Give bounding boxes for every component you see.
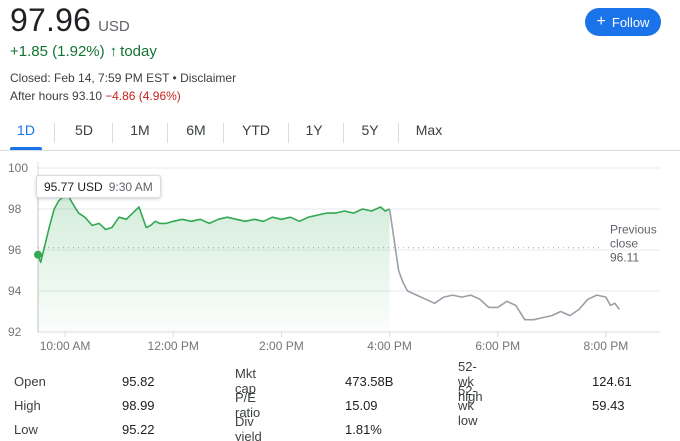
range-tabs: 1D 5D 1M 6M YTD 1Y 5Y Max	[0, 116, 680, 150]
previous-close-label: Previous	[610, 223, 657, 237]
stat-label: 52-wk high	[458, 358, 483, 404]
stat-div-yield: Div yield 1.81%	[235, 414, 382, 441]
regular-session-line	[37, 193, 390, 264]
y-tick-label: 100	[8, 161, 28, 175]
price-chart[interactable]: 100 98 96 94 92 10:00 AM 12:00 PM 2:00 PM 4:00 P…	[0, 152, 680, 357]
tab-6m[interactable]: 6M	[186, 122, 206, 138]
stat-mkt-cap: Mkt cap 473.58B	[235, 366, 393, 396]
tab-max[interactable]: Max	[415, 122, 443, 138]
arrow-up-icon: ↑	[109, 43, 118, 60]
currency-code: USD	[98, 18, 130, 35]
stat-label: High	[14, 397, 41, 413]
tab-separator	[54, 123, 55, 143]
price-header: 97.96 USD	[10, 2, 130, 42]
stat-p-e-ratio: P/E ratio 15.09	[235, 390, 378, 420]
tab-separator	[167, 123, 168, 143]
tab-separator	[398, 123, 399, 143]
x-tick-label: 10:00 AM	[40, 339, 91, 353]
plus-icon: +	[596, 13, 606, 30]
stat-label: 52-wk low	[458, 382, 478, 428]
regular-session-area	[38, 194, 390, 332]
after-hours-line	[388, 208, 621, 321]
current-price: 97.96	[10, 2, 92, 38]
after-hours-label: After hours 93.10	[10, 89, 103, 103]
stat-label: P/E ratio	[235, 390, 261, 420]
stat-value: 1.81%	[345, 421, 382, 437]
tab-separator	[223, 123, 224, 143]
stat-value: 98.99	[122, 397, 155, 413]
stat-value: 124.61	[592, 373, 632, 389]
y-tick-label: 92	[8, 325, 22, 339]
tab-1m[interactable]: 1M	[130, 122, 150, 138]
y-tick-label: 94	[8, 284, 22, 298]
tab-separator	[343, 123, 344, 143]
tooltip-time: 9:30 AM	[108, 179, 153, 194]
stat-label: Open	[14, 373, 46, 389]
previous-close-label: 96.11	[610, 251, 639, 265]
previous-close-label: close	[610, 237, 638, 251]
change-period: today	[120, 43, 157, 60]
tab-separator	[288, 123, 289, 143]
stat-value: 95.82	[122, 373, 155, 389]
chart-tooltip: 95.77 USD 9:30 AM	[36, 175, 161, 198]
tabs-divider	[0, 150, 680, 151]
after-hours-row: After hours 93.10 −4.86 (4.96%)	[10, 89, 181, 103]
active-tab-indicator	[10, 147, 42, 150]
stat-52-wk-high: 52-wk high 124.61	[458, 359, 632, 404]
y-tick-label: 98	[8, 202, 22, 216]
stat-label: Div yield	[235, 414, 262, 441]
closed-status: Closed: Feb 14, 7:59 PM EST • Disclaimer	[10, 71, 237, 85]
price-change: +1.85 (1.92%)	[10, 43, 105, 60]
x-tick-label: 6:00 PM	[475, 339, 520, 353]
stat-label: Mkt cap	[235, 366, 256, 396]
after-hours-change: −4.86 (4.96%)	[105, 89, 181, 103]
x-tick-label: 8:00 PM	[584, 339, 629, 353]
stat-value: 15.09	[345, 397, 378, 413]
tab-separator	[112, 123, 113, 143]
stat-value: 59.43	[592, 397, 625, 413]
x-tick-label: 12:00 PM	[148, 339, 199, 353]
y-tick-label: 96	[8, 243, 22, 257]
tab-5d[interactable]: 5D	[75, 122, 93, 138]
tab-1d[interactable]: 1D	[17, 122, 35, 138]
follow-button[interactable]: + Follow	[585, 8, 661, 36]
x-tick-label: 4:00 PM	[367, 339, 412, 353]
stat-value: 473.58B	[345, 373, 394, 389]
tab-ytd[interactable]: YTD	[242, 122, 270, 138]
stat-low: Low 95.22	[14, 418, 155, 440]
tab-1y[interactable]: 1Y	[305, 122, 323, 138]
follow-button-label: Follow	[611, 14, 650, 30]
stat-52-wk-low: 52-wk low 59.43	[458, 383, 625, 428]
stat-high: High 98.99	[14, 394, 155, 416]
x-tick-label: 2:00 PM	[259, 339, 304, 353]
stat-label: Low	[14, 421, 38, 437]
stat-open: Open 95.82	[14, 370, 155, 392]
tab-5y[interactable]: 5Y	[361, 122, 379, 138]
stat-value: 95.22	[122, 421, 155, 437]
tooltip-price: 95.77 USD	[44, 179, 103, 194]
change-row: +1.85 (1.92%) ↑ today	[10, 43, 157, 60]
hover-point	[34, 250, 42, 259]
